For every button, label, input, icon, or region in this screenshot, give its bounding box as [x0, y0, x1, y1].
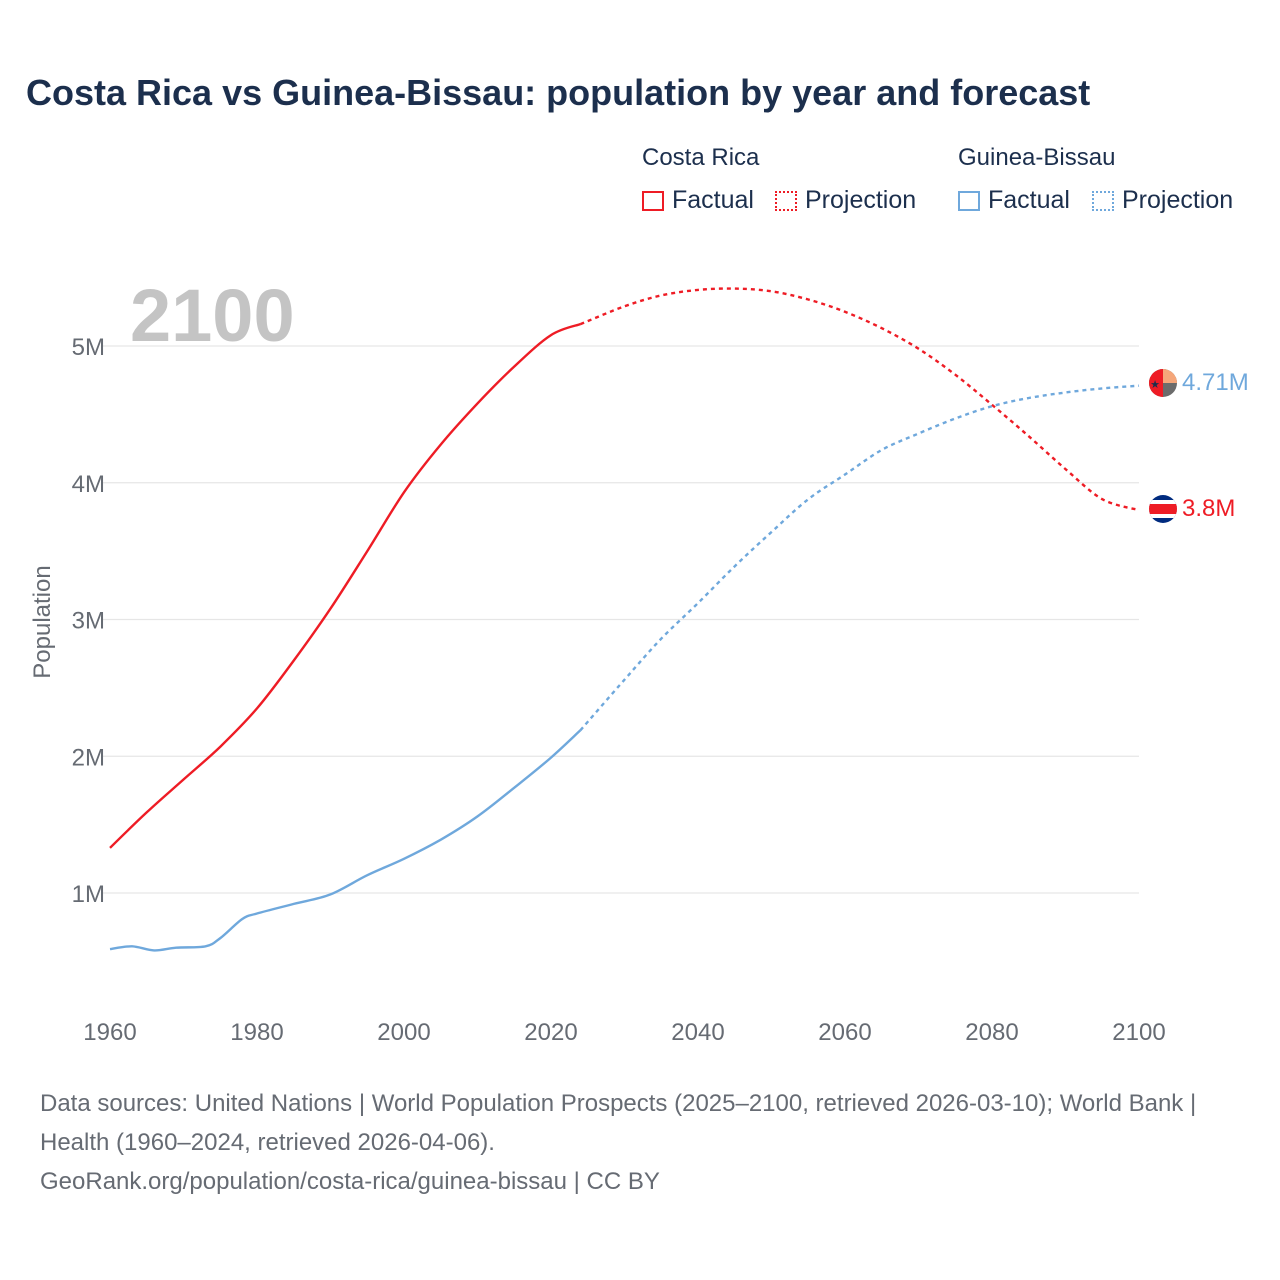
guinea-bissau-flag-icon: ★ — [1149, 369, 1177, 397]
x-tick-label: 2100 — [1112, 1019, 1165, 1046]
costa-rica-flag-icon — [1149, 495, 1177, 523]
source-link[interactable]: GeoRank.org/population/costa-rica/guinea… — [40, 1162, 1240, 1201]
source-line: Data sources: United Nations | World Pop… — [40, 1084, 1240, 1162]
x-tick-label: 2080 — [965, 1019, 1018, 1046]
svg-text:★: ★ — [1150, 379, 1160, 391]
year-watermark: 2100 — [130, 274, 295, 357]
y-tick-label: 2M — [72, 744, 105, 771]
x-tick-label: 2020 — [524, 1019, 577, 1046]
guinea-bissau-factual-line[interactable] — [110, 730, 580, 950]
y-tick-label: 3M — [72, 608, 105, 635]
costa-rica-factual-line[interactable] — [110, 324, 580, 848]
y-tick-label: 4M — [72, 471, 105, 498]
x-tick-label: 2060 — [818, 1019, 871, 1046]
guinea-bissau-projection-line[interactable] — [580, 386, 1139, 731]
y-axis-label: Population — [29, 565, 56, 678]
line-chart: 2100 1M 2M 3M 4M 5M 1960 1980 2000 2020 2040 2060… — [0, 0, 1280, 1080]
x-tick-label: 2000 — [377, 1019, 430, 1046]
costa-rica-projection-line[interactable] — [580, 289, 1139, 511]
y-tick-label: 1M — [72, 881, 105, 908]
source-note: Data sources: United Nations | World Pop… — [40, 1084, 1240, 1201]
x-tick-label: 2040 — [671, 1019, 724, 1046]
y-tick-label: 5M — [72, 334, 105, 361]
x-tick-label: 1960 — [83, 1019, 136, 1046]
guinea-bissau-end-label: 4.71M — [1182, 369, 1249, 396]
costa-rica-end-label: 3.8M — [1182, 495, 1235, 522]
x-tick-label: 1980 — [230, 1019, 283, 1046]
